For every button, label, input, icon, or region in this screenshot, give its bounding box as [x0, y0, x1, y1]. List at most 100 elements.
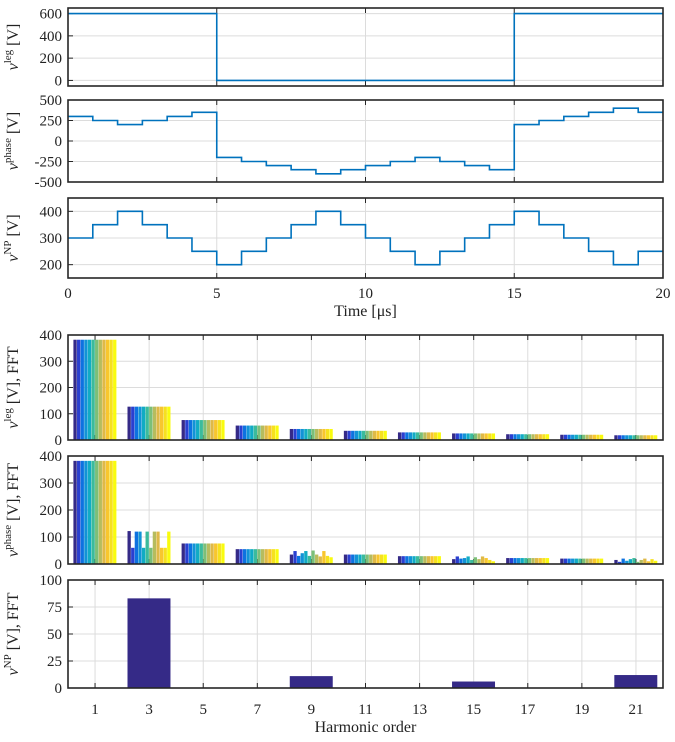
bar-h19-7: [581, 558, 586, 564]
y-tick-label: 200: [40, 258, 63, 274]
bar-h5-3: [188, 543, 193, 564]
bar-h5-10: [214, 420, 218, 440]
bar-h13-7: [419, 432, 423, 440]
bar-h11-9: [372, 554, 377, 564]
y-tick-label: 0: [55, 73, 63, 89]
bar-h7-8: [260, 425, 265, 440]
bar-h21-7: [635, 561, 640, 564]
bar-h13-7: [419, 556, 423, 564]
bar-h17-6: [524, 434, 528, 440]
bar-h13-2: [401, 556, 405, 564]
bar-h1-10: [105, 460, 110, 564]
bar-h5-12: [221, 420, 225, 440]
bar-h21-3: [621, 435, 625, 440]
y-tick-label: 200: [40, 381, 63, 397]
bar-h19-2: [563, 434, 568, 440]
bar-h11-3: [351, 430, 355, 440]
bar-h9-1: [289, 676, 333, 688]
y-tick-label: 500: [40, 93, 63, 109]
bar-h13-11: [434, 432, 438, 440]
bar-h1-3: [80, 460, 84, 564]
x-tick-label: 10: [358, 286, 373, 302]
bar-h21-1: [614, 435, 618, 440]
bar-h19-2: [563, 558, 568, 564]
bar-h19-3: [567, 558, 571, 564]
bar-h15-4: [462, 558, 467, 564]
bar-h13-5: [412, 556, 416, 564]
bar-h1-3: [80, 339, 84, 440]
bar-h15-9: [480, 433, 485, 440]
bar-h17-12: [545, 558, 550, 564]
bar-h9-5: [304, 428, 308, 440]
bar-h15-3: [459, 558, 463, 564]
bar-h19-6: [578, 434, 582, 440]
bar-h9-9: [318, 556, 322, 564]
bar-h15-10: [484, 558, 488, 564]
bar-h13-8: [423, 556, 427, 564]
bar-h21-11: [650, 435, 654, 440]
bar-h5-12: [221, 543, 225, 564]
bar-h17-9: [534, 558, 539, 564]
bar-h17-2: [509, 558, 514, 564]
bar-h11-12: [383, 430, 387, 440]
bar-h3-4: [138, 531, 142, 564]
bar-h13-2: [401, 432, 405, 440]
bar-h13-10: [430, 432, 434, 440]
bar-h11-6: [361, 554, 366, 564]
bar-h7-1: [235, 549, 239, 564]
bar-h15-2: [455, 433, 459, 440]
bar-h1-12: [113, 460, 117, 564]
x-tick-label: 21: [628, 702, 643, 718]
bar-h19-12: [599, 558, 604, 564]
bar-h5-2: [185, 420, 189, 440]
bar-h13-10: [430, 556, 434, 564]
x-tick-label: 1: [91, 702, 99, 718]
y-tick-label: 0: [55, 681, 63, 697]
bar-h19-1: [560, 558, 564, 564]
bar-h3-10: [159, 547, 164, 564]
y-tick-label: 25: [47, 654, 62, 670]
bar-h9-3: [296, 428, 301, 440]
bar-h17-10: [538, 558, 542, 564]
x-tick-label: 3: [145, 702, 153, 718]
bar-h17-3: [513, 434, 517, 440]
bar-h11-3: [351, 554, 355, 564]
axes-frame-5: [67, 455, 664, 565]
bar-h1-6: [91, 460, 95, 564]
bar-h3-10: [159, 406, 164, 440]
bar-h21-12: [653, 435, 658, 440]
axes-frame-1: [67, 7, 664, 87]
bar-h9-12: [329, 428, 333, 440]
bar-h15-7: [473, 433, 477, 440]
bar-h7-6: [253, 425, 258, 440]
bar-h17-8: [531, 558, 535, 564]
bar-h17-4: [516, 434, 521, 440]
bar-h9-8: [315, 428, 319, 440]
bar-h5-11: [217, 543, 221, 564]
x-tick-label: 17: [520, 702, 536, 718]
bar-h7-2: [239, 549, 243, 564]
bar-h19-5: [574, 558, 578, 564]
bar-h11-12: [383, 554, 387, 564]
bar-h9-6: [307, 428, 312, 440]
bar-h9-10: [322, 551, 326, 564]
bar-h3-1: [127, 531, 131, 564]
bar-h5-8: [206, 543, 211, 564]
bar-h3-1: [127, 406, 131, 440]
bar-h1-9: [102, 339, 106, 440]
y-tick-label: 0: [55, 433, 63, 449]
bar-h21-6: [632, 435, 636, 440]
bar-h19-4: [571, 434, 575, 440]
y-tick-label: 250: [40, 114, 63, 130]
bar-h21-4: [625, 435, 629, 440]
bar-h11-6: [361, 430, 366, 440]
bar-h3-11: [163, 547, 167, 564]
bar-h3-3: [134, 406, 139, 440]
bar-h19-9: [589, 558, 593, 564]
bar-h3-2: [131, 406, 135, 440]
bar-h3-8: [152, 531, 157, 564]
bar-h15-12: [491, 561, 496, 564]
bar-h1-8: [98, 460, 102, 564]
bar-h11-5: [358, 554, 362, 564]
bar-h15-8: [477, 559, 481, 564]
